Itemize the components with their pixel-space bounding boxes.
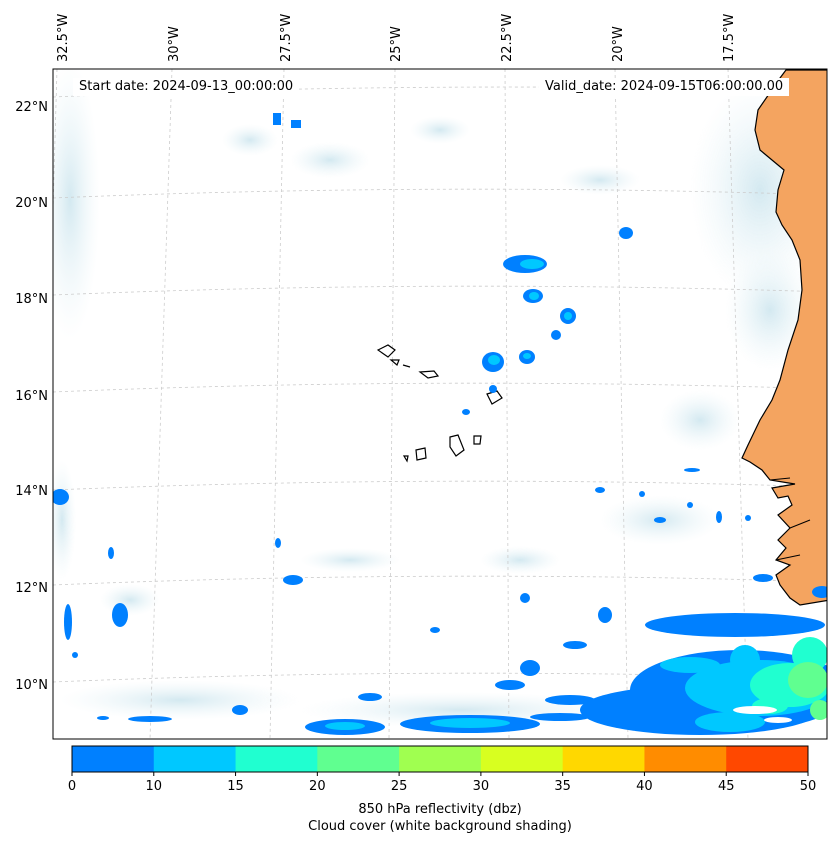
colorbar-segment [644,746,727,772]
lat-label: 14°N [15,484,48,499]
colorbar-segment [480,746,564,772]
colorbar-tick-label: 30 [473,779,490,794]
colorbar-tick-label: 20 [309,779,326,794]
africa-landmass [741,69,827,606]
valid-date-label: Valid_date: 2024-09-15T06:00:00.00 [539,78,790,96]
colorbar-tick-label: 0 [68,779,76,794]
colorbar-segment [72,746,155,772]
lat-label: 10°N [15,678,48,693]
country-borders [769,477,811,561]
colorbar-label-reflectivity: 850 hPa reflectivity (dbz) [358,802,521,817]
colorbar-tick-label: 10 [146,779,163,794]
map-frame [52,68,828,740]
cape-verde-islands [376,344,503,463]
colorbar-tick-label: 35 [554,779,571,794]
lat-label: 22°N [15,100,48,115]
reflectivity-contours [53,113,827,735]
colorbar-segment [153,746,237,772]
colorbar-tick-label: 15 [227,779,244,794]
colorbar-segment [235,746,318,772]
colorbar-segment [562,746,645,772]
lon-label: 20°W [611,26,626,62]
map-panel [53,69,827,739]
colorbar-tick-label: 25 [391,779,408,794]
colorbar-segment [317,746,400,772]
longitude-labels: 32.5°W 30°W 27.5°W 25°W 22.5°W 20°W 17.5… [56,14,737,62]
lat-label: 16°N [15,389,48,404]
lat-label: 20°N [15,196,48,211]
lon-label: 25°W [389,26,404,62]
colorbar-frame [71,745,809,773]
colorbar-label-cloud-cover: Cloud cover (white background shading) [308,819,572,834]
cloud-cover-shading [53,69,827,728]
lon-label: 27.5°W [279,14,294,62]
latitude-labels: 22°N 20°N 18°N 16°N 14°N 12°N 10°N [15,100,48,693]
lon-label: 22.5°W [500,14,515,62]
colorbar-segment [399,746,482,772]
colorbar-segment [726,746,809,772]
colorbar-tick-label: 50 [800,779,817,794]
colorbar-tick-label: 45 [718,779,735,794]
colorbar-tick-label: 40 [636,779,653,794]
start-date-label: Start date: 2024-09-13_00:00:00 [73,78,300,96]
lat-label: 18°N [15,292,48,307]
colorbar: 0 10 15 20 25 30 35 40 45 50 [68,745,817,794]
lat-label: 12°N [15,581,48,596]
lon-label: 32.5°W [56,14,71,62]
lon-label: 30°W [167,26,182,62]
lon-label: 17.5°W [722,14,737,62]
